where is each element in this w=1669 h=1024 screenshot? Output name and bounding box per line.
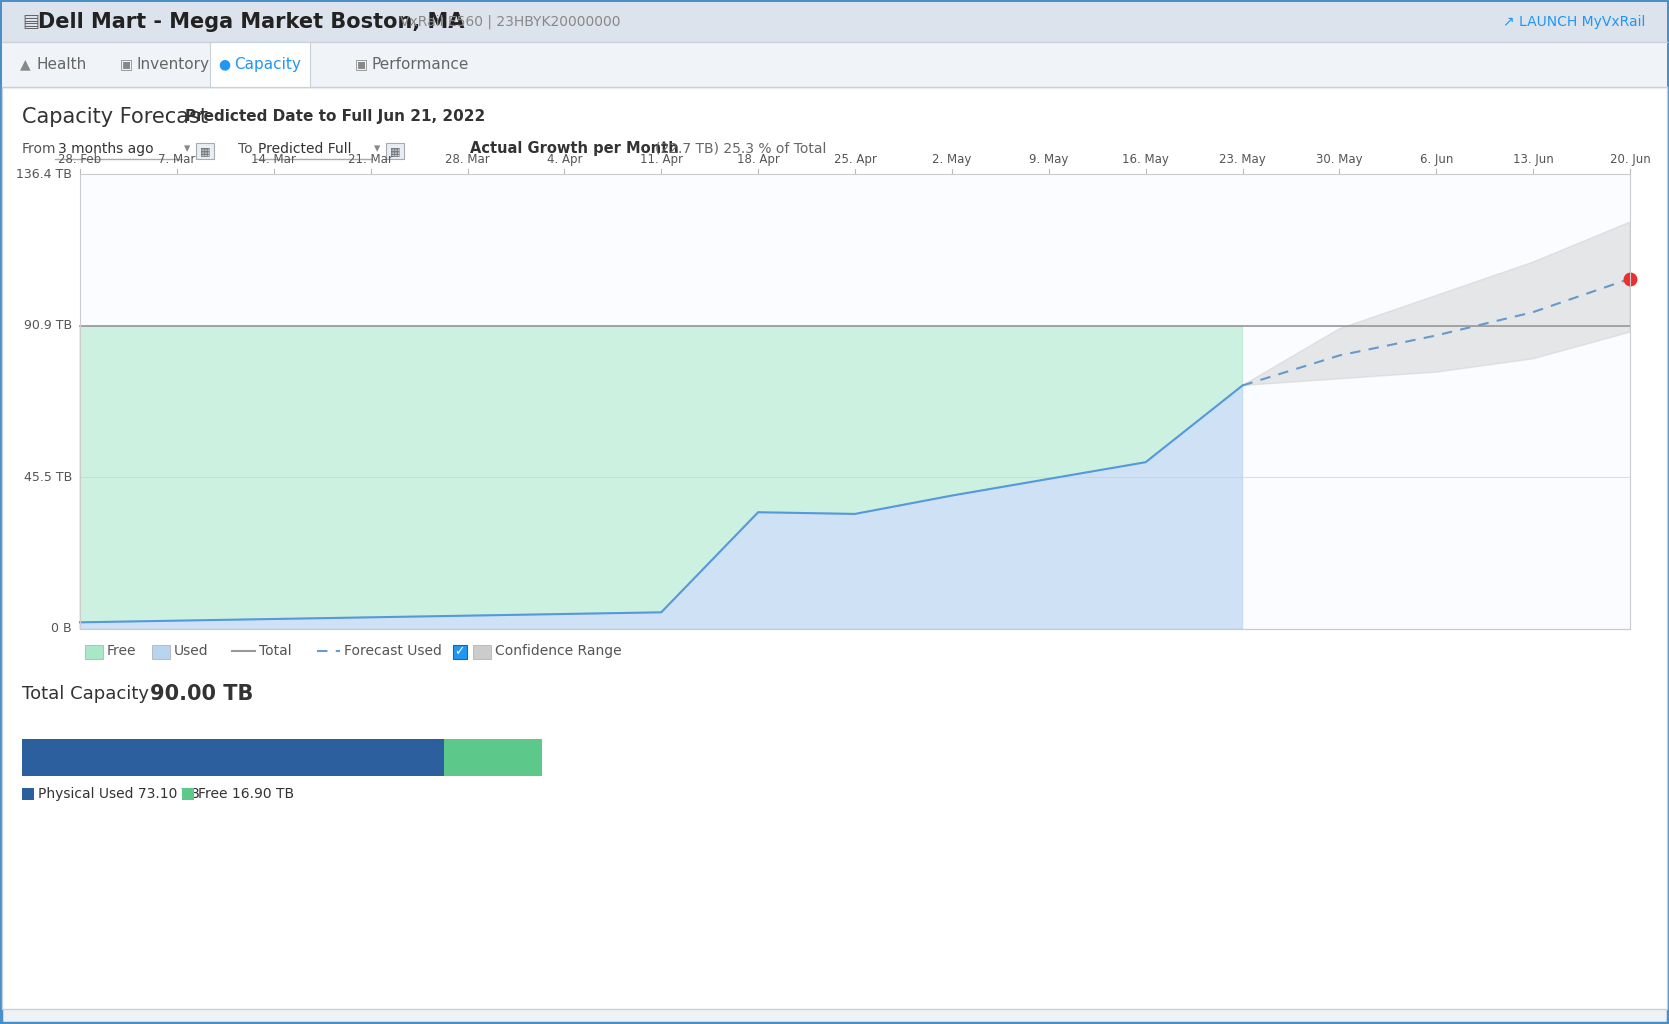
Bar — [85, 645, 103, 659]
Text: 13. Jun: 13. Jun — [1512, 153, 1554, 166]
Bar — [2, 42, 1667, 87]
Polygon shape — [80, 385, 1242, 629]
Text: 2. May: 2. May — [933, 153, 971, 166]
Bar — [452, 645, 467, 659]
Text: 14. Mar: 14. Mar — [252, 153, 295, 166]
Bar — [80, 174, 1631, 629]
Text: Health: Health — [37, 57, 87, 72]
Text: 6. Jun: 6. Jun — [1420, 153, 1454, 166]
Text: Total: Total — [259, 644, 292, 658]
Text: Free: Free — [107, 644, 137, 658]
Text: 0 B: 0 B — [52, 623, 72, 636]
Polygon shape — [80, 326, 1242, 623]
Text: 136.4 TB: 136.4 TB — [17, 168, 72, 180]
Text: Dell Mart - Mega Market Boston, MA: Dell Mart - Mega Market Boston, MA — [38, 12, 464, 32]
Text: Actual Growth per Month: Actual Growth per Month — [471, 141, 679, 157]
Text: Inventory: Inventory — [135, 57, 209, 72]
Text: Free 16.90 TB: Free 16.90 TB — [199, 787, 294, 801]
Text: 3 months ago: 3 months ago — [58, 142, 154, 156]
Text: 28. Mar: 28. Mar — [446, 153, 491, 166]
Bar — [444, 739, 542, 776]
Text: From: From — [22, 142, 57, 156]
Text: ▲: ▲ — [20, 57, 30, 72]
Text: Predicted Full: Predicted Full — [259, 142, 352, 156]
Text: 45.5 TB: 45.5 TB — [23, 471, 72, 483]
Text: Performance: Performance — [371, 57, 469, 72]
Text: 9. May: 9. May — [1030, 153, 1068, 166]
Text: ▦: ▦ — [391, 146, 401, 156]
Text: ▤: ▤ — [22, 13, 38, 31]
Text: 18. Apr: 18. Apr — [736, 153, 779, 166]
Text: ▾: ▾ — [374, 142, 381, 156]
Text: 30. May: 30. May — [1317, 153, 1362, 166]
Text: ✓: ✓ — [454, 645, 464, 658]
Bar — [22, 739, 444, 776]
Text: Predicted Date to Full Jun 21, 2022: Predicted Date to Full Jun 21, 2022 — [185, 110, 486, 125]
Text: 90.9 TB: 90.9 TB — [23, 319, 72, 332]
Bar — [2, 2, 1667, 42]
Text: 4. Apr: 4. Apr — [547, 153, 582, 166]
Text: (22.7 TB) 25.3 % of Total: (22.7 TB) 25.3 % of Total — [654, 142, 826, 156]
Text: ▣: ▣ — [355, 57, 369, 72]
Polygon shape — [1242, 222, 1631, 385]
Text: ▣: ▣ — [120, 57, 134, 72]
Text: 20. Jun: 20. Jun — [1609, 153, 1651, 166]
Text: Total Capacity: Total Capacity — [22, 685, 149, 703]
Text: To: To — [239, 142, 252, 156]
Bar — [210, 42, 310, 87]
Text: Capacity: Capacity — [234, 57, 300, 72]
Text: 28. Feb: 28. Feb — [58, 153, 102, 166]
Text: ▦: ▦ — [200, 146, 210, 156]
Text: VxRail E560 | 23HBYK20000000: VxRail E560 | 23HBYK20000000 — [401, 14, 621, 30]
Text: 90.00 TB: 90.00 TB — [150, 684, 254, 705]
Text: 16. May: 16. May — [1122, 153, 1168, 166]
Text: 23. May: 23. May — [1218, 153, 1265, 166]
Text: ●: ● — [219, 57, 230, 72]
Bar — [152, 645, 170, 659]
Text: ↗ LAUNCH MyVxRail: ↗ LAUNCH MyVxRail — [1502, 15, 1646, 29]
Text: Used: Used — [174, 644, 209, 658]
Text: 11. Apr: 11. Apr — [639, 153, 683, 166]
Bar — [195, 143, 214, 159]
Text: 25. Apr: 25. Apr — [833, 153, 876, 166]
Text: ▾: ▾ — [184, 142, 190, 156]
Text: Confidence Range: Confidence Range — [496, 644, 621, 658]
Bar — [80, 174, 1631, 629]
Bar — [182, 788, 194, 800]
Bar — [472, 645, 491, 659]
Text: 21. Mar: 21. Mar — [349, 153, 394, 166]
Text: Forecast Used: Forecast Used — [344, 644, 442, 658]
Text: 7. Mar: 7. Mar — [159, 153, 195, 166]
Bar — [386, 143, 404, 159]
Bar — [22, 788, 33, 800]
Text: Capacity Forecast: Capacity Forecast — [22, 106, 209, 127]
Text: Physical Used 73.10 TB: Physical Used 73.10 TB — [38, 787, 200, 801]
